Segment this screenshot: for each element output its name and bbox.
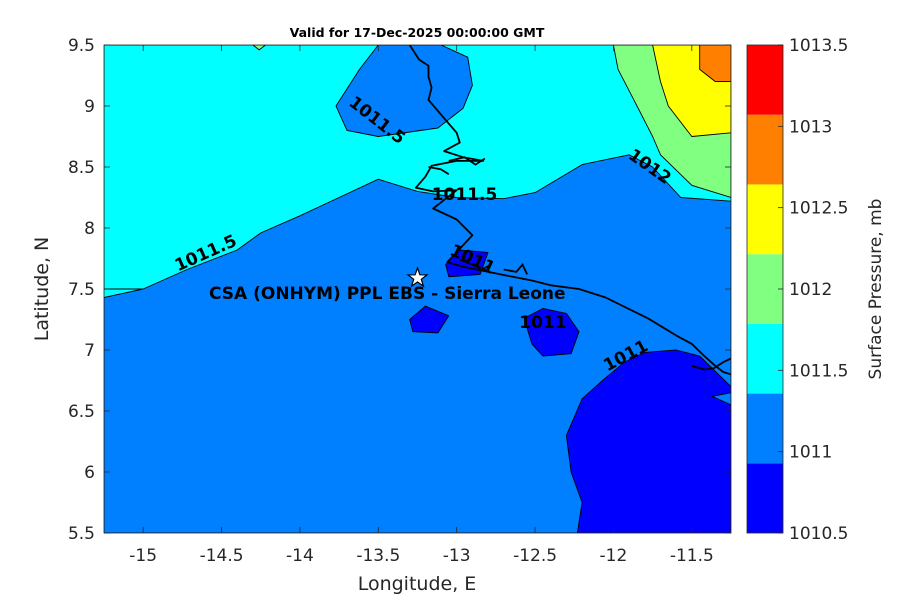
y-tick-label: 6 [84, 463, 95, 483]
contour-region [699, 45, 731, 83]
coastline-detail [459, 258, 492, 271]
y-tick-label: 8.5 [68, 158, 95, 178]
x-tick-label: -12 [600, 546, 628, 566]
y-tick-label: 9.5 [68, 36, 95, 56]
x-tick-label: -11.5 [670, 546, 714, 566]
site-marker: CSA (ONHYM) PPL EBS - Sierra Leone [209, 266, 566, 304]
colorbar-tick-label: 1011 [789, 443, 832, 463]
y-axis-label: Latitude, N [31, 237, 53, 342]
contour-region [252, 45, 266, 51]
x-axis-label: Longitude, E [358, 573, 477, 595]
chart-title: Valid for 17-Dec-2025 00:00:00 GMT [290, 25, 545, 40]
colorbar-swatch [747, 463, 783, 533]
x-tick-label: -13.5 [356, 546, 400, 566]
colorbar-swatch [747, 114, 783, 185]
coastline-detail [428, 166, 450, 176]
x-axis: -15 -14.5 -14 -13.5 -13 -12.5 -12 -11.5 [129, 45, 714, 566]
colorbar-tick-label: 1013.5 [789, 36, 848, 56]
coastline [408, 45, 731, 376]
colorbar: 1010.5 1011 1011.5 1012 1012.5 1013 1013.5 [746, 36, 848, 544]
site-label: CSA (ONHYM) PPL EBS - Sierra Leone [209, 284, 566, 304]
colorbar-label: Surface Pressure, mb [866, 199, 886, 380]
contour-region [565, 349, 731, 533]
colorbar-tick-label: 1013 [789, 117, 832, 137]
filled-contours [104, 45, 731, 533]
colorbar-swatch [747, 254, 783, 324]
contour-region [711, 392, 731, 406]
colorbar-tick-label: 1011.5 [789, 361, 848, 381]
contour-label: 1011.5 [432, 185, 498, 205]
y-tick-label: 7.5 [68, 280, 95, 300]
x-tick-label: -13 [443, 546, 471, 566]
colorbar-tick-label: 1010.5 [789, 524, 848, 544]
colorbar-swatch [747, 184, 783, 255]
y-tick-label: 5.5 [68, 524, 95, 544]
contour-label: 1011 [519, 313, 566, 333]
colorbar-swatch [747, 45, 783, 115]
coastline-detail [503, 262, 529, 275]
y-tick-label: 7 [84, 341, 95, 361]
y-axis: 5.5 6 6.5 7 7.5 8 8.5 9 9.5 [68, 36, 731, 544]
y-tick-label: 6.5 [68, 402, 95, 422]
y-tick-label: 8 [84, 219, 95, 239]
coastline-detail [691, 357, 731, 371]
colorbar-tick-label: 1012 [789, 280, 832, 300]
coastline-path [408, 45, 731, 376]
star-icon [406, 266, 429, 288]
colorbar-tick-label: 1012.5 [789, 199, 848, 219]
contour-region [409, 305, 450, 334]
contour-region [335, 45, 473, 137]
x-tick-label: -12.5 [513, 546, 557, 566]
coastline-detail [448, 156, 486, 166]
contour-region [523, 308, 580, 357]
x-tick-label: -14 [286, 546, 314, 566]
y-tick-label: 9 [84, 97, 95, 117]
colorbar-swatch [747, 393, 783, 464]
x-tick-label: -15 [129, 546, 157, 566]
x-tick-label: -14.5 [200, 546, 244, 566]
colorbar-swatch [747, 323, 783, 394]
